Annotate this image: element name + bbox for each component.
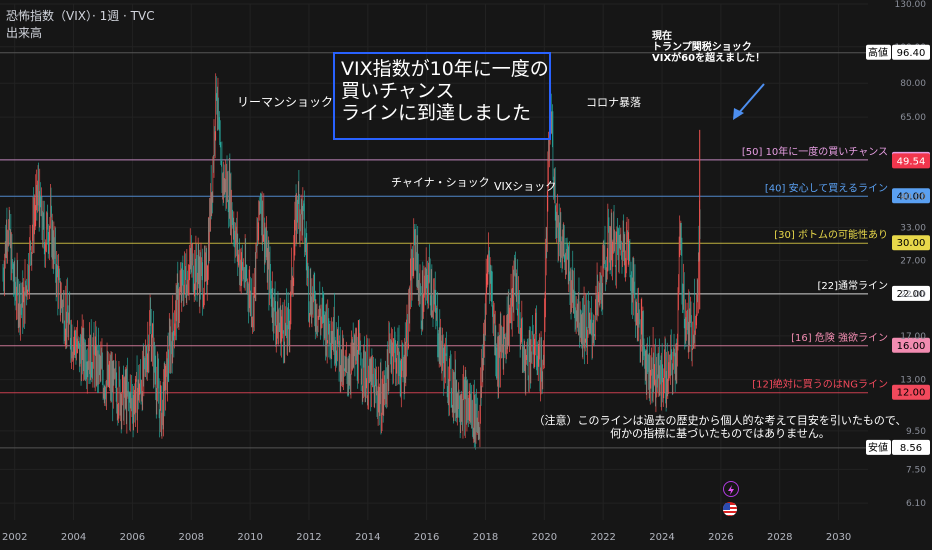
- y-tick-label: 80.00: [900, 79, 926, 89]
- x-tick-label: 2024: [649, 532, 674, 543]
- time-axis[interactable]: 2002 2004 2006 2008 2010 2012 2014 2016 2018 2020…: [2, 532, 851, 543]
- volume-label[interactable]: 出来高: [6, 26, 43, 40]
- level-label: [22]通常ライン: [817, 279, 888, 292]
- price-tag-label: 16.00: [897, 341, 926, 352]
- level-label: [40] 安心して買えるライン: [765, 181, 888, 194]
- level-label: [50] 10年に一度の買いチャンス: [742, 145, 888, 158]
- y-tick-label: 22.00: [900, 290, 926, 300]
- price-tag: [892, 285, 930, 301]
- extreme-tag: [892, 44, 930, 60]
- callout-line-2: トランプ関税ショック: [652, 42, 752, 53]
- current-callout: 現在 トランプ関税ショック VIXが60を超えました！: [652, 31, 765, 64]
- headline-line-1: VIX指数が10年に一度の: [341, 58, 549, 80]
- x-tick-label: 2018: [473, 532, 498, 543]
- us-flag-icon[interactable]: [723, 502, 737, 516]
- extreme-tag: [892, 439, 930, 455]
- x-tick-label: 2026: [708, 532, 733, 543]
- lightning-icon[interactable]: [723, 481, 739, 497]
- x-tick-label: 2014: [355, 532, 380, 543]
- callout-line-1: 現在: [652, 31, 672, 42]
- extreme-label-bg: [866, 44, 891, 60]
- disclaimer-line-1: （注意）このラインは過去の歴史から個人的な考えて目安を引いたもので、: [533, 414, 907, 427]
- price-tag-label: 30.00: [897, 238, 926, 249]
- extreme-tag-label: 49.54: [897, 156, 926, 167]
- y-tick-label: 40.00: [900, 192, 926, 202]
- level-label: [16] 危険 強欲ライン: [791, 331, 888, 344]
- x-tick-label: 2002: [2, 532, 27, 543]
- y-tick-label: 6.10: [906, 499, 926, 509]
- level-label: [12]絶対に買うのはNGライン: [752, 378, 888, 391]
- x-tick-label: 2016: [414, 532, 439, 543]
- disclaimer-line-2: 何かの指標に基づいたものではありません。: [610, 427, 830, 440]
- y-tick-label: 7.50: [906, 465, 926, 475]
- y-tick-label: 27.00: [900, 256, 926, 266]
- callout-arrow: [733, 83, 765, 120]
- x-tick-label: 2020: [532, 532, 557, 543]
- y-tick-label: 65.00: [900, 113, 926, 123]
- annotation-lehman: リーマンショック: [237, 95, 334, 109]
- annotation-corona: コロナ暴落: [586, 96, 641, 109]
- price-tag-label: 22.00: [897, 289, 926, 300]
- price-tag: [892, 337, 930, 353]
- x-tick-label: 2028: [767, 532, 792, 543]
- x-tick-label: 2012: [296, 532, 321, 543]
- x-tick-label: 2022: [590, 532, 615, 543]
- price-markers: 高値 96.40 49.54 安値 8.56: [0, 44, 930, 455]
- price-tag: [892, 235, 930, 251]
- x-tick-label: 2010: [237, 532, 262, 543]
- level-label: [30] ボトムの可能性あり: [774, 228, 888, 241]
- x-tick-label: 2008: [179, 532, 204, 543]
- price-tag: [892, 188, 930, 204]
- extreme-tag: [892, 153, 930, 169]
- x-tick-label: 2030: [826, 532, 851, 543]
- price-tag-label: 40.00: [897, 191, 926, 202]
- headline-line-3: ラインに到達しました: [341, 102, 532, 124]
- extreme-tag-label: 96.40: [897, 48, 926, 59]
- symbol-title[interactable]: 恐怖指数（VIX）· 1週 · TVC: [6, 9, 155, 23]
- y-tick-label: 9.50: [906, 427, 926, 437]
- price-tag: [892, 384, 930, 400]
- y-tick-label: 130.00: [895, 0, 927, 10]
- annotation-china-shock: チャイナ・ショック: [391, 176, 490, 189]
- y-tick-label: 33.00: [900, 224, 926, 234]
- candles: [2, 73, 701, 450]
- annotation-vix-shock: VIXショック: [494, 180, 557, 193]
- x-tick-label: 2006: [120, 532, 145, 543]
- x-tick-label: 2004: [61, 532, 86, 543]
- extreme-tag-label: 8.56: [900, 443, 922, 454]
- callout-line-3: VIXが60を超えました！: [652, 53, 766, 64]
- extreme-label: 高値: [868, 46, 888, 59]
- extreme-label-bg: [866, 439, 891, 455]
- headline-textbox: VIX指数が10年に一度の 買いチャンス ラインに到達しました: [333, 52, 551, 140]
- price-tag-label: 12.00: [897, 388, 926, 399]
- disclaimer-note: （注意）このラインは過去の歴史から個人的な考えて目安を引いたもので、 何かの指標…: [520, 414, 920, 440]
- y-tick-label: 17.00: [900, 332, 926, 342]
- headline-line-2: 買いチャンス: [341, 80, 455, 102]
- extreme-label: 安値: [868, 441, 888, 454]
- y-tick-label: 13.00: [900, 376, 926, 386]
